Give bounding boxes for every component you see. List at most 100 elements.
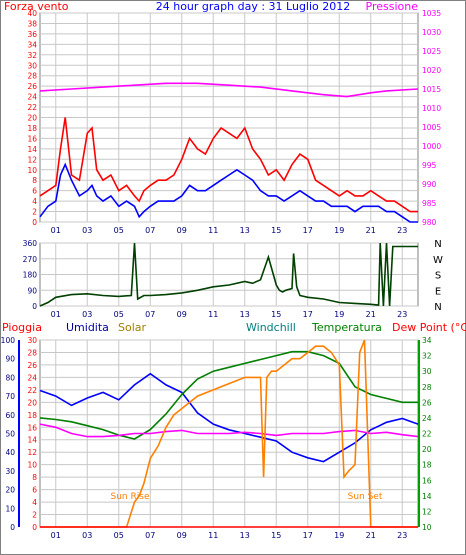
panel2-x-tick-label: 21 — [366, 310, 376, 319]
panel3-x-tick-label: 01 — [51, 531, 61, 540]
compass-label-s: S — [435, 271, 441, 282]
temperature-humidity-panel: 01 03 05 07 09 11 13 15 17 19 21 230102030405060708… — [1, 336, 432, 540]
panel1-left-y-tick-label: 36 — [27, 30, 37, 39]
panel3-pioggia-y-tick-label: 10 — [5, 504, 15, 513]
legend-umidita: Umidita — [66, 321, 109, 334]
panel1-left-y-tick-label: 24 — [27, 93, 37, 102]
panel1-left-y-tick-label: 6 — [32, 187, 37, 196]
panel1-left-y-tick-label: 12 — [27, 155, 37, 164]
panel1-right-y-tick-label: 985 — [422, 199, 437, 208]
panel2-left-y-tick-label: 90 — [27, 286, 37, 295]
panel3-pioggia-y-tick-label: 40 — [5, 448, 15, 457]
sun-set-annotation: Sun Set — [348, 492, 383, 502]
panel3-pioggia-y-tick-label: 0 — [10, 523, 15, 532]
legend-windchill: Windchill — [246, 321, 296, 334]
pressure-axis-label: Pressione — [366, 0, 419, 13]
panel3-right-y-tick-label: 18 — [422, 461, 432, 470]
panel3-pioggia-y-tick-label: 70 — [5, 392, 15, 401]
panel3-pioggia-y-tick-label: 100 — [1, 336, 16, 345]
compass-label-w: W — [433, 255, 443, 266]
panel1-x-tick-label: 19 — [334, 226, 344, 235]
panel3-pioggia-y-tick-label: 80 — [5, 373, 15, 382]
panel1-left-y-tick-label: 4 — [32, 197, 37, 206]
panel3-inner-y-tick-label: 22 — [27, 386, 37, 395]
chart-title: 24 hour graph day : 31 Luglio 2012 — [156, 0, 351, 13]
series-line-dew-point-c- — [39, 423, 419, 438]
panel3-x-tick-label: 21 — [366, 531, 376, 540]
panel1-x-tick-label: 11 — [208, 226, 218, 235]
panel3-pioggia-y-tick-label: 30 — [5, 467, 15, 476]
panel1-x-tick-label: 05 — [114, 226, 124, 235]
series-line-raffica — [39, 162, 418, 223]
panel1-x-tick-label: 01 — [51, 226, 61, 235]
legend: Pioggia Umidita Solar Windchill Temperat… — [2, 321, 466, 334]
panel3-inner-y-tick-label: 20 — [27, 398, 37, 407]
panel1-left-y-tick-label: 32 — [27, 51, 37, 60]
panel3-right-y-tick-label: 20 — [422, 445, 432, 454]
panel1-x-tick-label: 07 — [145, 226, 155, 235]
panel3-inner-y-tick-label: 18 — [27, 411, 37, 420]
panel1-right-y-tick-label: 1030 — [422, 28, 441, 37]
panel1-right-y-tick-label: 1000 — [422, 142, 441, 151]
panel1-left-y-tick-label: 20 — [27, 114, 37, 123]
panel1-left-y-tick-label: 22 — [27, 103, 37, 112]
panel3-inner-y-tick-label: 14 — [27, 436, 37, 445]
panel3-x-tick-label: 23 — [397, 531, 407, 540]
panel3-inner-y-tick-label: 8 — [32, 473, 37, 482]
panel1-left-y-tick-label: 28 — [27, 72, 37, 81]
panel1-left-y-tick-label: 34 — [27, 40, 37, 49]
panel3-right-y-tick-label: 24 — [422, 414, 432, 423]
panel3-x-tick-label: 03 — [82, 531, 92, 540]
panel1-left-y-tick-label: 2 — [32, 208, 37, 217]
panel1-right-y-tick-label: 1010 — [422, 104, 441, 113]
series-line-solar — [40, 339, 418, 528]
legend-temperatura: Temperatura — [311, 321, 382, 334]
series-line-umidita — [39, 372, 419, 463]
panel3-inner-y-tick-label: 28 — [27, 348, 37, 357]
series-line-temperatura — [39, 350, 418, 440]
panel2-left-y-tick-label: 180 — [23, 271, 38, 280]
panel3-inner-y-tick-label: 4 — [32, 498, 37, 507]
panel3-x-tick-label: 13 — [240, 531, 250, 540]
legend-pioggia: Pioggia — [2, 321, 42, 334]
panel2-x-tick-label: 05 — [114, 310, 124, 319]
panel3-right-y-tick-label: 12 — [422, 507, 432, 516]
panel1-right-y-tick-label: 1005 — [422, 123, 441, 132]
compass-label-e: E — [435, 286, 441, 297]
panel2-x-tick-label: 23 — [397, 310, 407, 319]
panel1-right-y-tick-label: 995 — [422, 161, 437, 170]
sun-rise-annotation: Sun Rise — [111, 492, 150, 502]
panel1-left-y-tick-label: 0 — [32, 218, 37, 227]
panel3-inner-y-tick-label: 2 — [32, 511, 37, 520]
panel2-x-tick-label: 03 — [82, 310, 92, 319]
panel3-pioggia-y-tick-label: 60 — [5, 411, 15, 420]
panel3-x-tick-label: 17 — [303, 531, 313, 540]
panel3-inner-y-tick-label: 24 — [27, 373, 37, 382]
panel1-x-tick-label: 23 — [397, 226, 407, 235]
panel3-right-y-tick-label: 22 — [422, 430, 432, 439]
compass-label-n: N — [434, 302, 441, 313]
panel3-right-y-tick-label: 30 — [422, 367, 432, 376]
panel3-inner-y-tick-label: 30 — [27, 336, 37, 345]
panel1-x-tick-label: 13 — [240, 226, 250, 235]
panel1-left-y-tick-label: 10 — [27, 166, 37, 175]
panel3-right-y-tick-label: 16 — [422, 476, 432, 485]
panel3-right-y-tick-label: 32 — [422, 352, 432, 361]
panel2-x-tick-label: 13 — [240, 310, 250, 319]
panel2-x-tick-label: 01 — [51, 310, 61, 319]
panel3-x-tick-label: 15 — [271, 531, 281, 540]
panel1-x-tick-label: 21 — [366, 226, 376, 235]
panel3-right-y-tick-label: 28 — [422, 383, 432, 392]
panel1-right-y-tick-label: 1020 — [422, 66, 441, 75]
panel1-left-y-tick-label: 14 — [27, 145, 37, 154]
series-line-forza-vento — [39, 117, 418, 213]
panel3-right-y-tick-label: 34 — [422, 336, 432, 345]
panel1-right-y-tick-label: 1025 — [422, 47, 441, 56]
panel2-x-tick-label: 09 — [177, 310, 187, 319]
panel3-right-y-tick-label: 26 — [422, 398, 432, 407]
panel1-left-y-tick-label: 30 — [27, 61, 37, 70]
panel3-inner-y-tick-label: 6 — [32, 486, 37, 495]
panel1-right-y-tick-label: 1035 — [422, 9, 441, 18]
panel1-right-y-tick-label: 990 — [422, 180, 437, 189]
